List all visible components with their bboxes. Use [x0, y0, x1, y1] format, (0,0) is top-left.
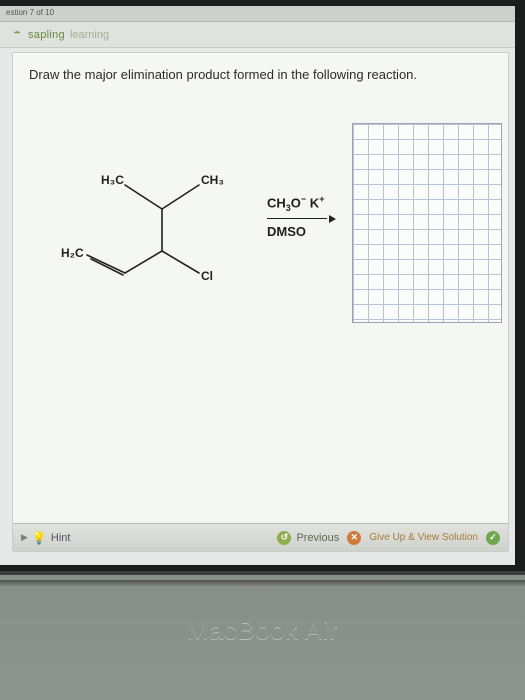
previous-label: Previous: [296, 532, 339, 544]
bezel-edge: [0, 580, 525, 586]
giveup-icon: ✕: [347, 531, 361, 545]
play-icon: ▶: [21, 532, 28, 543]
question-text: Draw the major elimination product forme…: [13, 53, 508, 92]
reagent-block: CH3O− K+ DMSO: [267, 193, 336, 241]
sapling-logo-icon: [10, 28, 24, 42]
reagent-line1: CH3O− K+: [267, 193, 336, 215]
molecule-svg: [67, 173, 277, 313]
reagent-line2: DMSO: [267, 223, 336, 241]
label-cl: Cl: [201, 269, 213, 283]
reaction-arrow: [267, 215, 336, 223]
prev-icon: ↺: [277, 531, 291, 545]
bulb-icon: 💡: [32, 531, 47, 545]
drawing-grid[interactable]: [352, 123, 502, 323]
tab-strip: estion 7 of 10: [0, 6, 515, 22]
label-ch3: CH₃: [201, 173, 224, 187]
brand-name: sapling: [28, 29, 65, 41]
canvas-area: H₃C CH₃ H₂C Cl CH3O− K+ DMSO: [27, 113, 500, 517]
hint-button[interactable]: ▶ 💡 Hint: [21, 531, 70, 545]
label-h2c: H₂C: [61, 246, 84, 260]
screen-frame: estion 7 of 10 sapling learning Draw the…: [0, 0, 525, 575]
hint-label: Hint: [51, 532, 71, 544]
molecule-structure: H₃C CH₃ H₂C Cl: [67, 173, 277, 313]
card-footer: ▶ 💡 Hint ↺ Previous ✕ Give Up & View Sol…: [13, 523, 508, 551]
browser-viewport: estion 7 of 10 sapling learning Draw the…: [0, 6, 515, 565]
tab-fragment-text: estion 7 of 10: [6, 8, 54, 17]
brand-bar: sapling learning: [0, 22, 515, 48]
previous-button[interactable]: ↺ Previous: [277, 531, 339, 545]
label-h3c: H₃C: [101, 173, 124, 187]
giveup-button[interactable]: Give Up & View Solution: [369, 532, 478, 543]
check-icon[interactable]: ✓: [486, 531, 500, 545]
laptop-label: MacBook Air: [0, 615, 525, 646]
brand-sub: learning: [70, 29, 109, 41]
question-card: Draw the major elimination product forme…: [12, 52, 509, 552]
